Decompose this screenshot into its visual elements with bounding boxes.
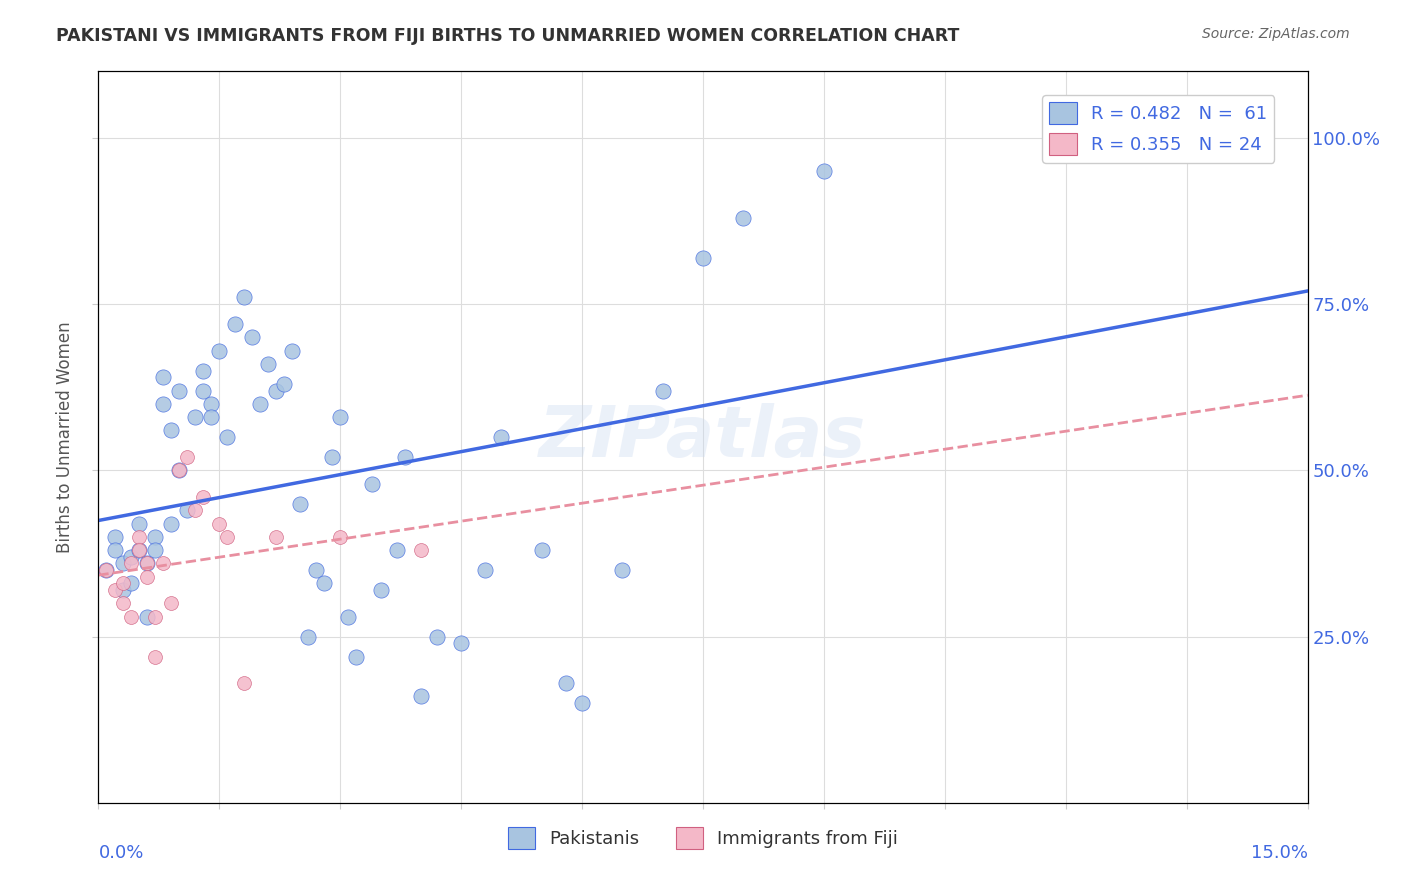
Point [450,636,472,650]
Point [111,576,134,591]
Point [111,582,134,597]
Point [249,397,271,411]
Point [128,543,150,558]
Point [120,576,142,591]
Point [128,543,150,558]
Point [160,516,183,531]
Text: ZIPatlas: ZIPatlas [540,402,866,472]
Point [1135,118,1157,132]
Point [224,317,246,331]
Point [111,596,134,610]
Point [409,690,432,704]
Point [176,450,198,464]
Point [160,424,183,438]
Point [256,357,278,371]
Point [193,363,215,377]
Legend: Pakistanis, Immigrants from Fiji: Pakistanis, Immigrants from Fiji [501,820,905,856]
Point [337,609,360,624]
Text: PAKISTANI VS IMMIGRANTS FROM FIJI BIRTHS TO UNMARRIED WOMEN CORRELATION CHART: PAKISTANI VS IMMIGRANTS FROM FIJI BIRTHS… [56,27,960,45]
Text: 15.0%: 15.0% [1250,844,1308,862]
Point [135,609,157,624]
Point [240,330,263,344]
Point [184,503,207,517]
Point [200,410,222,425]
Point [612,563,634,577]
Point [297,630,319,644]
Point [143,530,166,544]
Point [135,570,157,584]
Point [370,582,392,597]
Point [128,530,150,544]
Point [135,557,157,571]
Y-axis label: Births to Unmarried Women: Births to Unmarried Women [56,321,75,553]
Point [321,450,343,464]
Point [394,450,416,464]
Point [103,543,125,558]
Point [329,410,352,425]
Point [555,676,578,690]
Point [120,609,142,624]
Point [96,563,118,577]
Point [120,549,142,564]
Point [426,630,449,644]
Point [143,649,166,664]
Point [120,557,142,571]
Point [344,649,367,664]
Point [167,463,190,477]
Point [314,576,336,591]
Point [273,376,295,391]
Point [152,370,174,384]
Point [208,516,231,531]
Text: Source: ZipAtlas.com: Source: ZipAtlas.com [1202,27,1350,41]
Point [288,497,311,511]
Point [232,676,254,690]
Point [128,516,150,531]
Point [651,384,673,398]
Point [167,463,190,477]
Point [813,164,835,178]
Point [96,563,118,577]
Point [385,543,408,558]
Point [264,530,287,544]
Point [474,563,496,577]
Point [152,397,174,411]
Point [103,530,125,544]
Point [152,557,174,571]
Point [193,490,215,504]
Point [103,582,125,597]
Point [135,557,157,571]
Point [184,410,207,425]
Text: 0.0%: 0.0% [98,844,143,862]
Point [491,430,513,444]
Point [305,563,328,577]
Point [217,430,239,444]
Point [167,384,190,398]
Point [208,343,231,358]
Point [361,476,384,491]
Point [176,503,198,517]
Point [264,384,287,398]
Point [143,543,166,558]
Point [232,290,254,304]
Point [409,543,432,558]
Point [329,530,352,544]
Point [281,343,304,358]
Point [143,609,166,624]
Point [692,251,714,265]
Point [571,696,593,710]
Point [111,557,134,571]
Point [217,530,239,544]
Point [160,596,183,610]
Point [200,397,222,411]
Point [733,211,755,225]
Point [530,543,553,558]
Point [193,384,215,398]
